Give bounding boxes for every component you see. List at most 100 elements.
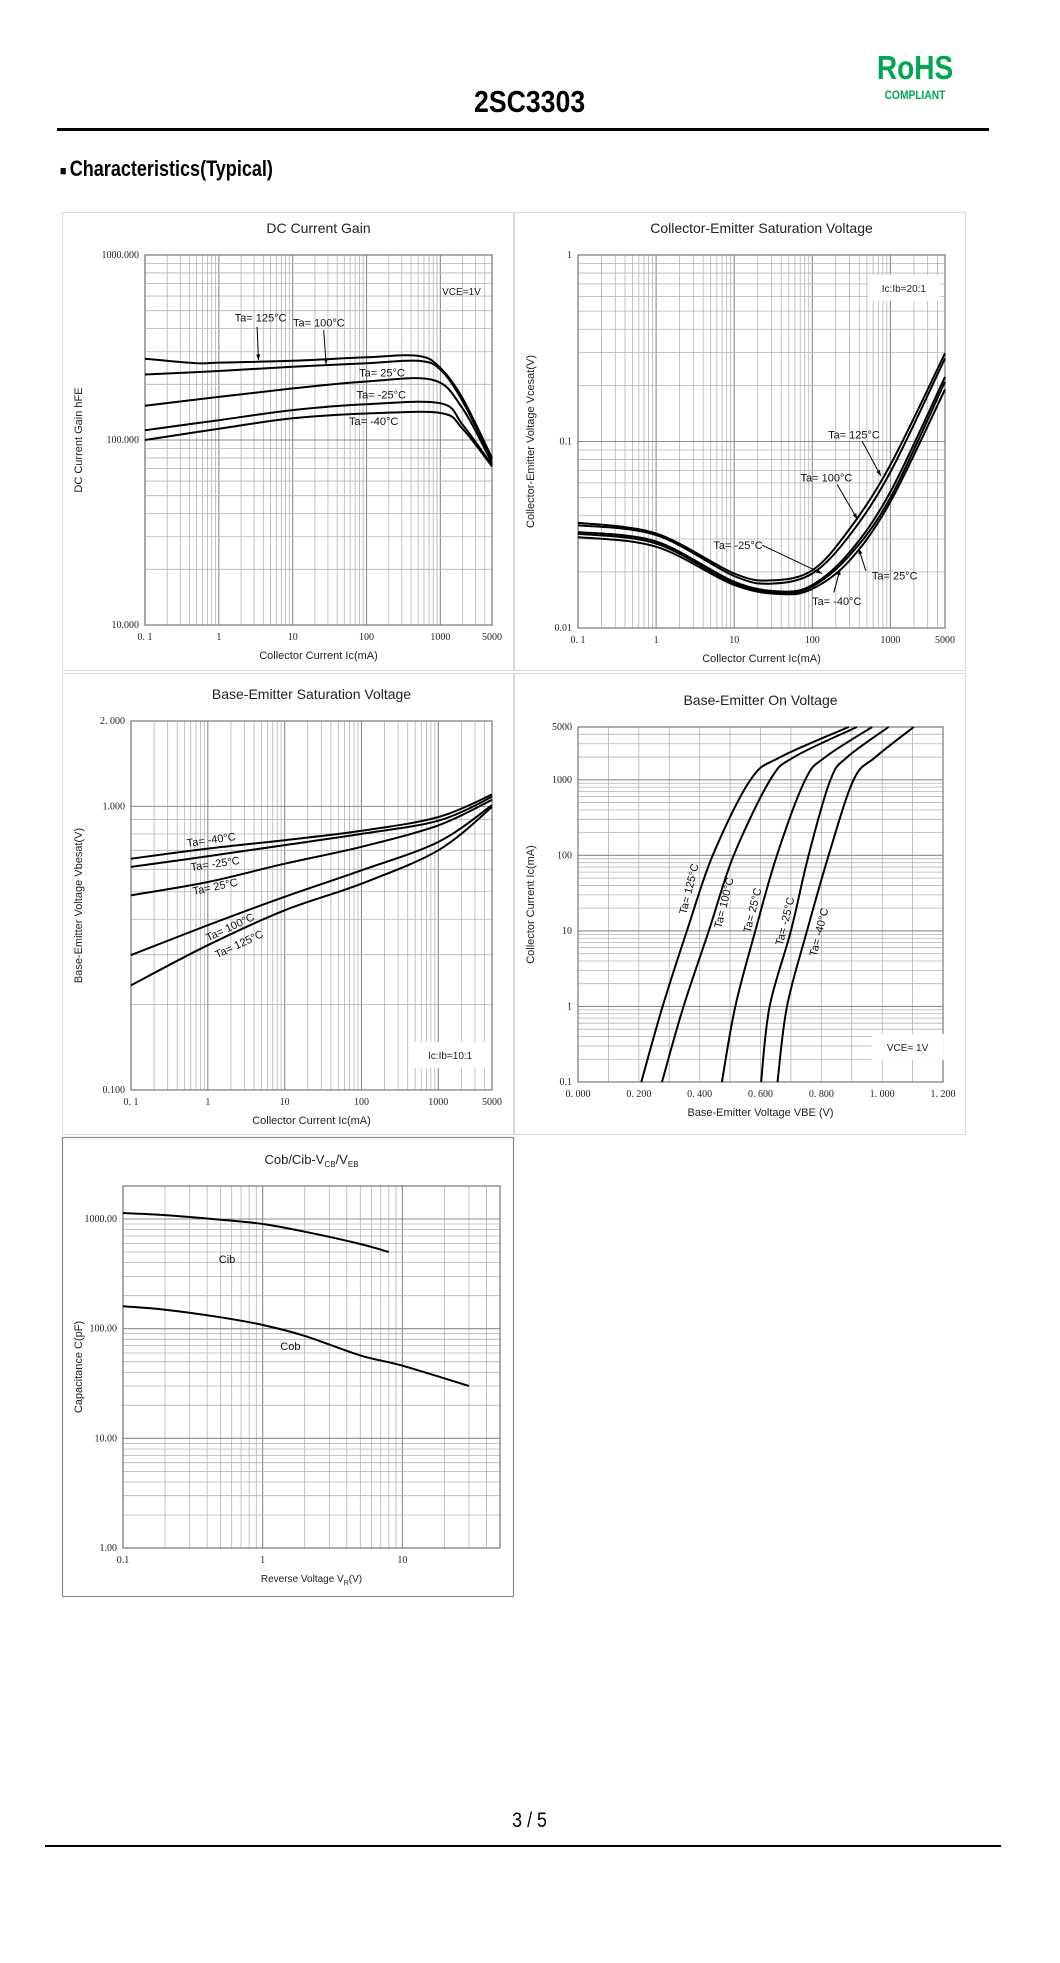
series-line — [130, 804, 493, 957]
series-line — [640, 726, 850, 1083]
x-tick-label: 100 — [354, 1097, 369, 1108]
y-tick-label: 10 — [562, 926, 572, 937]
y-axis-label: Collector-Emitter Voltage Vcesat(V) — [525, 355, 537, 528]
chart-title-part: Cob/Cib-V — [264, 1152, 324, 1167]
x-tick-label: 0. 1 — [138, 632, 153, 643]
rohs-logo: RoHS COMPLIANT — [860, 49, 970, 103]
y-axis-label: Base-Emitter Voltage Vbesat(V) — [73, 828, 85, 983]
x-axis-label-part: Reverse Voltage V — [261, 1574, 344, 1585]
y-tick-label: 2. 000 — [100, 716, 125, 727]
series-line — [122, 1212, 390, 1253]
y-tick-label: 1.00 — [100, 1543, 118, 1554]
chart-frame — [61, 211, 515, 672]
y-tick-label: 1000.00 — [85, 1214, 118, 1225]
x-tick-label: 0. 200 — [626, 1089, 651, 1100]
chart-title: DC Current Gain — [266, 220, 370, 236]
arrowhead-icon — [323, 358, 328, 365]
y-tick-label: 1.000 — [103, 801, 126, 812]
x-tick-label: 1 — [216, 632, 221, 643]
section-title: Characteristics(Typical) — [69, 156, 273, 181]
condition-note: VCE=1V — [442, 287, 481, 298]
arrowhead-icon — [876, 469, 881, 476]
series-label: Ta= 25°C — [872, 570, 918, 582]
condition-box — [867, 274, 940, 301]
series-line — [144, 410, 493, 468]
y-tick-label: 100 — [557, 850, 572, 861]
chart-1: 0. 1 1 10 100 1000 5000 1000.000 100.000 10.000 D… — [61, 211, 515, 672]
y-tick-label: 10.000 — [112, 620, 140, 631]
series-line — [776, 726, 915, 1083]
section-heading: ■ Characteristics(Typical) — [60, 156, 273, 182]
y-tick-label: 5000 — [552, 722, 572, 733]
plot-area-border — [122, 1185, 501, 1549]
series-line — [144, 377, 493, 464]
series-line — [130, 793, 493, 860]
series-label: Ta= 100°C — [801, 473, 853, 485]
chart-frame — [513, 672, 967, 1136]
arrowhead-icon — [836, 569, 841, 576]
x-tick-label: 10 — [280, 1097, 290, 1108]
chart-title-part: EB — [348, 1160, 359, 1169]
series-line — [144, 359, 493, 461]
chart-title: Base-Emitter Saturation Voltage — [212, 686, 411, 702]
condition-box — [414, 1041, 487, 1068]
rohs-logo-text: RoHS — [876, 49, 954, 86]
y-tick-label: 100.000 — [107, 435, 140, 446]
part-number-title: 2SC3303 — [473, 84, 586, 119]
x-axis-label: Collector Current Ic(mA) — [259, 650, 378, 662]
plot-area-border — [130, 720, 493, 1091]
y-axis-label: Capacitance C(pF) — [73, 1321, 85, 1413]
arrowhead-icon — [852, 513, 858, 520]
chart-title-part: CB — [324, 1160, 335, 1169]
condition-note: Ic:Ib=20:1 — [882, 284, 927, 295]
x-tick-label: 1 — [205, 1097, 210, 1108]
series-line — [760, 726, 890, 1083]
series-label: Ta= -25°C — [713, 540, 762, 552]
chart-3: 0. 1 1 10 100 1000 5000 2. 000 1.000 0.100 Base-E… — [61, 672, 515, 1136]
y-axis-label: Collector Current Ic(mA) — [525, 845, 537, 964]
series-line — [577, 381, 946, 595]
series-line — [577, 376, 946, 593]
grid — [130, 720, 493, 1091]
x-tick-label: 10 — [288, 632, 298, 643]
y-axis-label: DC Current Gain hFE — [73, 387, 85, 492]
x-axis-label: Collector Current Ic(mA) — [252, 1115, 371, 1127]
x-axis-label: Reverse Voltage VR(V) — [261, 1574, 362, 1587]
series-line — [577, 389, 946, 596]
series-label: Ta= -40°C — [349, 416, 398, 428]
label-arrow — [836, 484, 858, 520]
series-label: Ta= -40°C — [812, 596, 861, 608]
series-label: Ta= 125°C — [828, 429, 880, 441]
y-tick-label: 1000 — [552, 775, 572, 786]
y-tick-label: 0.1 — [560, 1077, 573, 1088]
x-tick-label: 1. 200 — [931, 1089, 956, 1100]
footer-divider — [45, 1845, 1001, 1847]
series-line — [122, 1305, 470, 1387]
plot-area-border — [577, 254, 946, 629]
y-tick-label: 0.1 — [560, 437, 573, 448]
x-axis-label: Collector Current Ic(mA) — [702, 653, 821, 665]
chart-title: Base-Emitter On Voltage — [683, 692, 837, 708]
series-label: Cib — [219, 1254, 236, 1266]
x-tick-label: 0. 1 — [571, 635, 586, 646]
x-tick-label: 10 — [397, 1555, 407, 1566]
condition-note: VCE= 1V — [887, 1043, 929, 1054]
series-line — [130, 806, 493, 987]
chart-title-part: /V — [336, 1152, 349, 1167]
series-line — [130, 798, 493, 897]
chart-title: Collector-Emitter Saturation Voltage — [650, 220, 873, 236]
square-bullet-icon: ■ — [60, 162, 67, 178]
x-tick-label: 100 — [805, 635, 820, 646]
x-axis-label: Base-Emitter Voltage VBE (V) — [687, 1107, 833, 1119]
series-label: Ta= 100°C — [293, 318, 345, 330]
x-tick-label: 1 — [654, 635, 659, 646]
chart-frame — [61, 1136, 515, 1598]
arrowhead-icon — [816, 569, 823, 574]
chart-4: 0. 000 0. 200 0. 400 0. 600 0. 800 1. 000 1. 2… — [513, 672, 967, 1136]
chart-2: 0. 1 1 10 100 1000 5000 1 0.1 0.01 Collector-Emit… — [513, 211, 967, 672]
grid — [122, 1185, 501, 1549]
grid — [144, 254, 493, 626]
y-tick-label: 1 — [567, 250, 572, 261]
series-label: Ta= 25°C — [359, 367, 405, 379]
x-axis-label-part: (V) — [349, 1574, 362, 1585]
